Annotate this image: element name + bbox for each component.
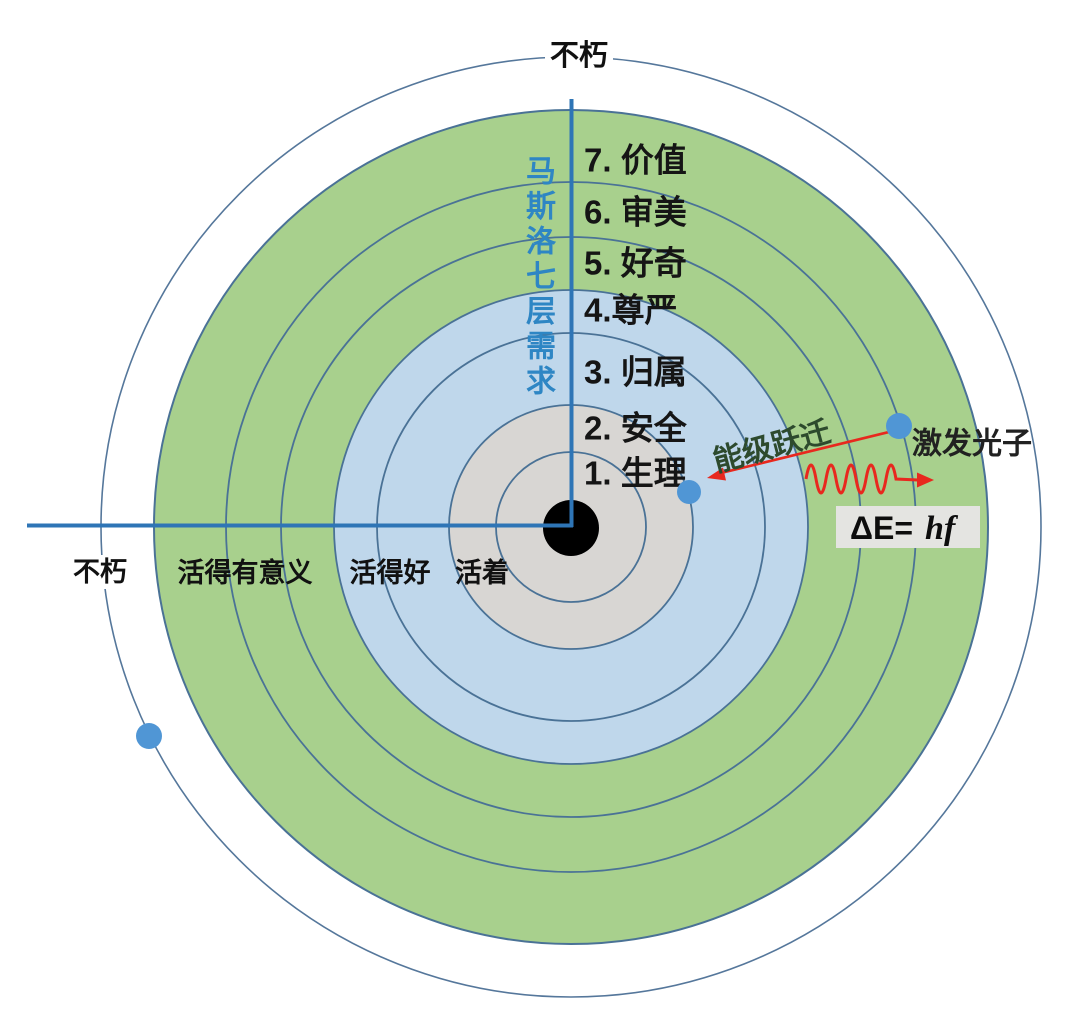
transition-arrow-line — [720, 429, 894, 475]
level-label-3: 3. 归属 — [584, 354, 687, 391]
level-label-4: 4.尊严 — [584, 292, 678, 329]
electron-dot-level6 — [886, 413, 912, 439]
zone-label-meaningful-life: 活得有意义 — [178, 557, 313, 588]
zone-labels: 不朽 活得有意义 活得好 活着 — [73, 557, 509, 588]
photon-wave-arrowhead-icon — [917, 472, 934, 488]
axis-title-char: 层 — [526, 296, 556, 329]
axis-title-char: 需 — [526, 331, 556, 364]
label-gap-top — [545, 39, 613, 72]
level-label-5: 5. 好奇 — [584, 245, 687, 282]
axis-title-char: 马 — [526, 156, 556, 189]
formula-box — [836, 506, 980, 548]
label-gap-left — [68, 555, 134, 589]
level-label-7: 7. 价值 — [584, 142, 687, 179]
formula-lhs: ΔE= — [850, 510, 913, 546]
zone-label-live-well: 活得好 — [350, 558, 431, 588]
top-orbit-label: 不朽 — [550, 39, 608, 72]
electron-dot-level2 — [677, 480, 701, 504]
axis-title-char: 洛 — [526, 226, 557, 259]
level-label-6: 6. 审美 — [584, 194, 687, 231]
zone-label-immortality: 不朽 — [73, 557, 127, 587]
axis-title-char: 求 — [526, 366, 556, 399]
zone-label-alive: 活着 — [455, 557, 509, 588]
formula-text: ΔE= hf — [850, 510, 959, 547]
axis-title-char: 七 — [526, 261, 556, 294]
axis-title-char: 斯 — [526, 191, 556, 224]
photon-label: 激发光子 — [912, 428, 1032, 461]
nucleus-dot — [543, 500, 599, 556]
level-label-1: 1. 生理 — [584, 455, 687, 492]
photon-wave-icon — [804, 463, 919, 495]
need-level-labels: 7. 价值 6. 审美 5. 好奇 4.尊严 3. 归属 2. 安全 1. 生理 — [584, 142, 688, 492]
formula-rhs: hf — [925, 510, 959, 547]
axis-title-vertical: 马 斯 洛 七 层 需 求 — [526, 156, 557, 399]
transition-arrowhead-icon — [707, 467, 726, 481]
electron-dot-outer-orbit — [136, 723, 162, 749]
level-label-2: 2. 安全 — [584, 410, 688, 447]
